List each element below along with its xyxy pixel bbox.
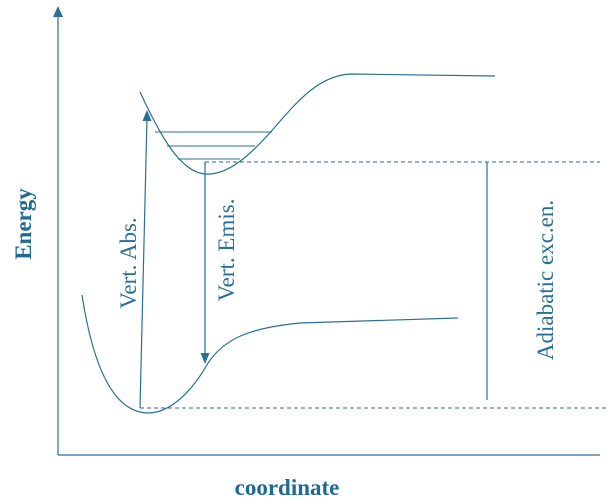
vertical-emission-arrowhead [200,353,210,364]
reference-lines [140,161,607,409]
x-axis-label: coordinate [235,475,340,500]
y-axis-arrowhead [53,6,63,17]
ground-state-curve [81,294,459,414]
axes [57,14,600,456]
vertical-emission-label: Vert. Emis. [214,199,239,302]
vertical-absorption-arrow [139,117,148,409]
vertical-absorption-arrowhead [142,110,152,121]
vertical-absorption-label: Vert. Abs. [116,217,141,308]
adiabatic-excitation-label: Adiabatic exc.en. [533,200,558,360]
y-axis-label: Energy [11,188,36,260]
vibrational-levels [155,131,272,160]
excited-state-curve [139,73,496,175]
